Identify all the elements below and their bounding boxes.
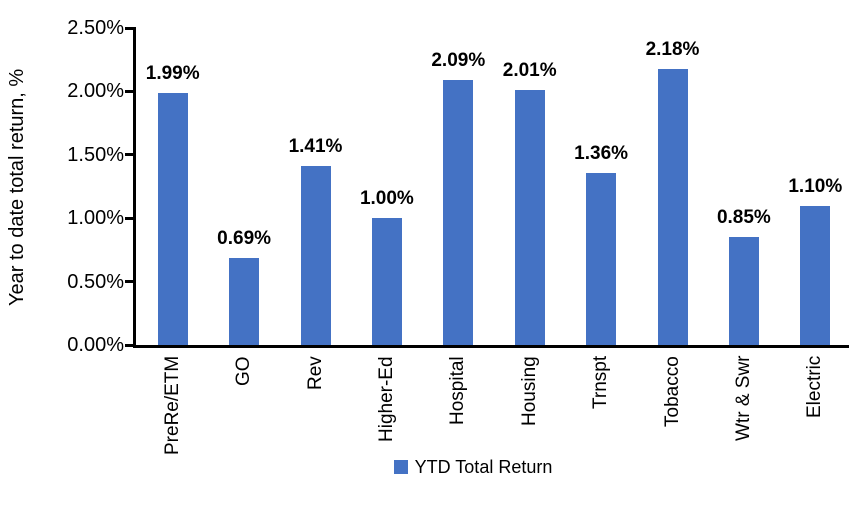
bar-data-label: 2.18% [645, 38, 700, 60]
bar-data-label: 1.10% [788, 175, 843, 197]
bar [443, 79, 474, 345]
category-label: GO [233, 356, 255, 386]
y-tick-mark [125, 153, 136, 157]
bar-data-label: 2.09% [431, 49, 486, 71]
y-tick-label: 0.50% [67, 270, 124, 293]
y-tick-label: 2.50% [67, 17, 124, 39]
bar-data-label: 1.00% [359, 188, 414, 210]
category-label: Higher-Ed [375, 356, 397, 442]
y-axis-title: Year to date total return, % [6, 68, 28, 306]
bar [514, 90, 545, 345]
category-label: PreRe/ETM [161, 356, 183, 456]
bar [586, 172, 617, 345]
y-tick-label: 1.50% [67, 143, 124, 166]
y-tick-mark [125, 89, 136, 93]
bar [300, 166, 331, 345]
y-tick-mark [125, 216, 136, 220]
bar [229, 257, 260, 345]
category-label: Wtr & Swr [732, 356, 754, 442]
y-tick-mark [125, 280, 136, 284]
legend-label: YTD Total Return [414, 457, 553, 477]
category-label: Rev [304, 356, 326, 390]
bar-data-label: 1.41% [288, 136, 343, 158]
legend-swatch-icon [393, 460, 408, 474]
category-label: Tobacco [661, 356, 683, 427]
y-tick-label: 1.00% [67, 207, 124, 230]
x-axis-line [133, 345, 849, 348]
y-tick-label: 2.00% [67, 80, 124, 103]
bar-data-label: 1.36% [574, 142, 629, 164]
y-tick-label: 0.00% [67, 334, 124, 356]
bar-data-label: 0.85% [716, 207, 771, 229]
y-axis-line [133, 28, 136, 348]
bar [157, 92, 188, 345]
bar [657, 68, 688, 345]
bar [371, 218, 402, 345]
bar-data-label: 0.69% [217, 227, 272, 249]
y-tick-mark [125, 343, 136, 347]
bar [800, 205, 831, 345]
legend: YTD Total Return [135, 456, 811, 478]
category-label: Electric [804, 356, 826, 419]
category-label: Trnspt [590, 356, 612, 410]
category-label: Hospital [447, 356, 469, 425]
y-tick-mark [125, 26, 136, 30]
category-label: Housing [518, 356, 540, 426]
bar-data-label: 2.01% [502, 60, 557, 82]
bar-data-label: 1.99% [145, 62, 200, 84]
bar [728, 237, 759, 345]
